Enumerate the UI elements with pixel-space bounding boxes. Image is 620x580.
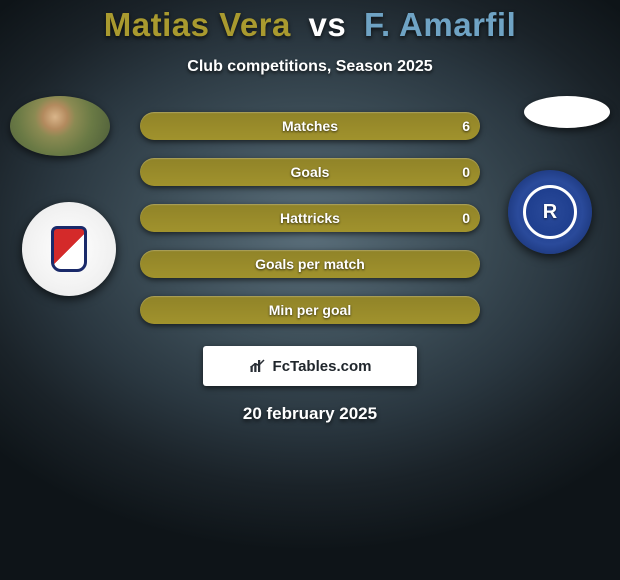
- stat-label: Hattricks: [140, 204, 480, 232]
- stat-bar: Min per goal: [140, 296, 480, 324]
- stat-bar: Goals0: [140, 158, 480, 186]
- stat-bar: Goals per match: [140, 250, 480, 278]
- page-title: Matias Vera vs F. Amarfil: [104, 6, 517, 44]
- comparison-date: 20 february 2025: [243, 404, 377, 424]
- subtitle: Club competitions, Season 2025: [187, 58, 432, 76]
- player2-avatar: [524, 96, 610, 128]
- stat-bar: Matches6: [140, 112, 480, 140]
- branding-badge[interactable]: FcTables.com: [203, 346, 417, 386]
- player2-club-crest: R: [508, 170, 592, 254]
- player1-club-crest: [22, 202, 116, 296]
- comparison-card: Matias Vera vs F. Amarfil Club competiti…: [0, 0, 620, 580]
- stat-value-player2: 0: [462, 158, 470, 186]
- stat-value-player2: 0: [462, 204, 470, 232]
- branding-text: FcTables.com: [273, 358, 372, 375]
- club-monogram-icon: R: [523, 185, 577, 239]
- bar-chart-icon: [249, 358, 267, 374]
- title-player2: F. Amarfil: [364, 6, 516, 43]
- stat-value-player2: 6: [462, 112, 470, 140]
- comparison-body: R Matches6Goals0Hattricks0Goals per matc…: [0, 112, 620, 324]
- stat-label: Goals: [140, 158, 480, 186]
- title-vs: vs: [309, 6, 347, 43]
- stat-label: Matches: [140, 112, 480, 140]
- title-player1: Matias Vera: [104, 6, 291, 43]
- stat-bar: Hattricks0: [140, 204, 480, 232]
- stat-label: Min per goal: [140, 296, 480, 324]
- stat-bars: Matches6Goals0Hattricks0Goals per matchM…: [140, 112, 480, 324]
- stat-label: Goals per match: [140, 250, 480, 278]
- player1-avatar: [10, 96, 110, 156]
- shield-icon: [51, 226, 87, 272]
